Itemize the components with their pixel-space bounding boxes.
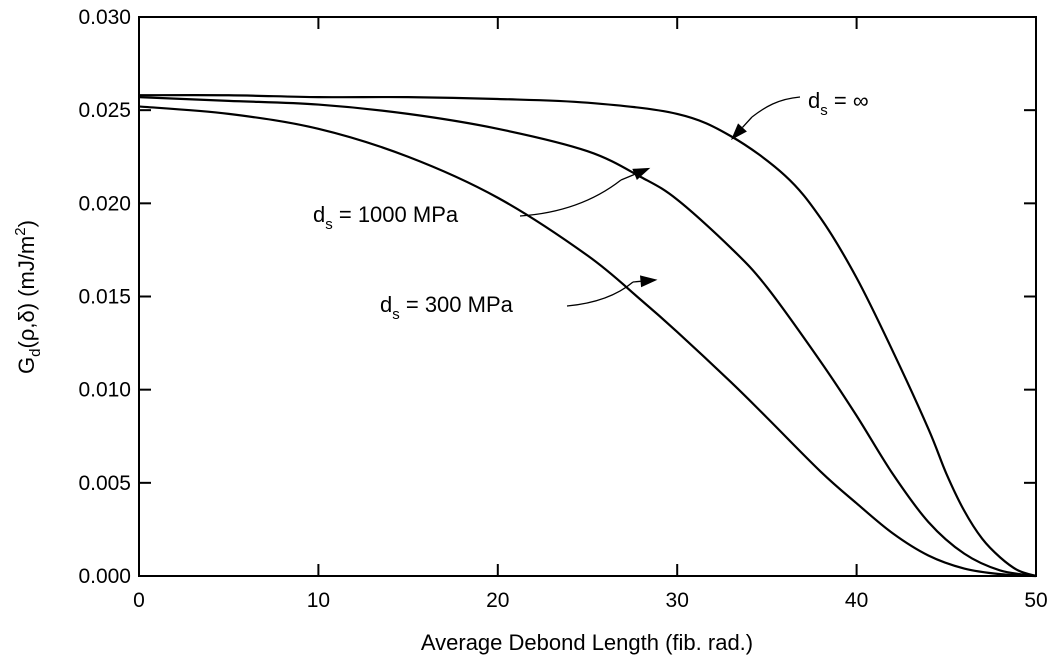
plot-frame <box>138 16 1037 577</box>
series-group <box>138 94 1037 578</box>
x-tick-label: 50 <box>1024 589 1047 612</box>
annotation-1: ds = ∞ <box>731 88 869 140</box>
y-tick-label: 0.010 <box>78 379 131 402</box>
annotation-leader <box>519 179 622 217</box>
y-tick-label: 0.030 <box>78 6 131 29</box>
x-tick-label: 30 <box>666 589 689 612</box>
x-axis-ticks: 0 10 20 30 40 50 <box>133 17 1048 612</box>
annotation-label: ds = 1000 MPa <box>313 202 459 233</box>
series-line-3 <box>138 105 1037 578</box>
arrowhead-icon <box>731 123 747 140</box>
annotation-label: ds = ∞ <box>808 88 869 119</box>
x-tick-label: 10 <box>307 589 330 612</box>
arrowhead-icon <box>639 275 658 288</box>
x-tick-label: 40 <box>845 589 868 612</box>
series-line-1 <box>138 94 1037 578</box>
annotations-group: ds = ∞ ds = 1000 MPa ds = 300 MPa <box>313 88 869 323</box>
annotation-label: ds = 300 MPa <box>380 292 514 323</box>
arrowhead-icon <box>632 167 651 180</box>
y-tick-label: 0.000 <box>78 565 131 588</box>
x-tick-label: 20 <box>486 589 509 612</box>
annotation-leader-tail <box>741 116 753 128</box>
annotation-leader <box>751 96 801 118</box>
annotation-leader-tail <box>620 173 635 181</box>
x-axis-label: Average Debond Length (fib. rad.) <box>421 630 753 655</box>
y-tick-label: 0.025 <box>78 99 131 122</box>
y-axis-ticks: 0.000 0.005 0.010 0.015 0.020 0.025 0.030 <box>78 6 1036 588</box>
y-tick-label: 0.020 <box>78 192 131 215</box>
annotation-2: ds = 1000 MPa <box>313 167 651 233</box>
y-tick-label: 0.015 <box>78 286 131 309</box>
x-tick-label: 0 <box>133 589 145 612</box>
annotation-3: ds = 300 MPa <box>380 275 658 323</box>
series-line-2 <box>138 96 1037 578</box>
annotation-leader <box>566 281 634 307</box>
y-axis-label: Gd(ρ,δ) (mJ/m2) <box>12 220 44 374</box>
annotation-leader-tail <box>632 280 641 283</box>
y-tick-label: 0.005 <box>78 472 131 495</box>
